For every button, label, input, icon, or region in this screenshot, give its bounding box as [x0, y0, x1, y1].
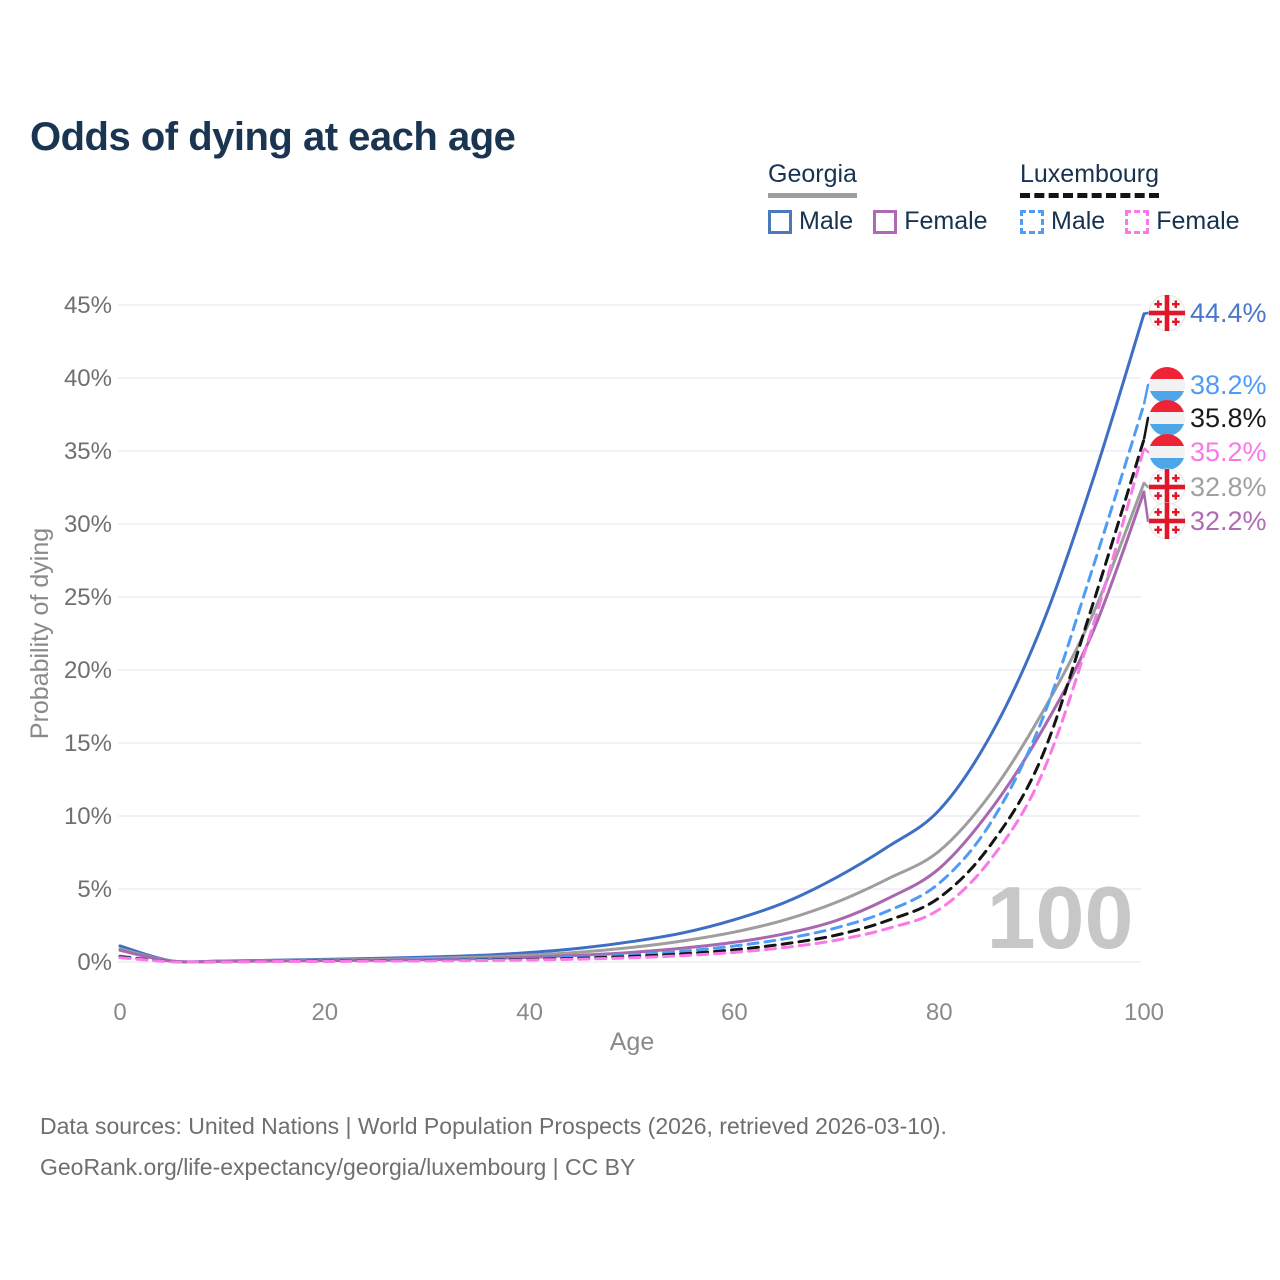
legend-item-label: Male [799, 207, 854, 235]
georgia-flag-icon [1148, 294, 1186, 332]
y-tick-label: 40% [64, 365, 112, 392]
legend-georgia-items: Male Female [768, 207, 988, 236]
legend-luxembourg-label: Luxembourg [1020, 160, 1159, 198]
y-tick-label: 30% [64, 511, 112, 538]
end-value-label: 32.8% [1190, 472, 1267, 502]
age-watermark: 100 [987, 868, 1134, 967]
y-tick-label: 20% [64, 657, 112, 684]
series-line-luxembourg-total[interactable] [118, 437, 1146, 964]
luxembourg-flag-icon [1149, 367, 1185, 403]
end-label-connector [1142, 416, 1150, 440]
georgia-male-swatch-icon [768, 209, 792, 234]
x-tick-label: 80 [926, 999, 953, 1026]
legend-group-luxembourg: Luxembourg Male Female [1020, 160, 1240, 236]
x-tick-label: 40 [516, 999, 543, 1026]
luxembourg-female-swatch-icon [1125, 209, 1150, 234]
georgia-flag-icon [1148, 502, 1186, 540]
end-value-label: 44.4% [1190, 298, 1267, 328]
legend-item-luxembourg-female[interactable]: Female [1125, 207, 1240, 236]
legend-item-luxembourg-male[interactable]: Male [1020, 207, 1105, 236]
series-line-georgia-male[interactable] [118, 312, 1146, 964]
georgia-flag-icon [1148, 468, 1186, 506]
legend-item-georgia-male[interactable]: Male [768, 207, 853, 236]
source-url-text: GeoRank.org/life-expectancy/georgia/luxe… [40, 1154, 636, 1180]
y-tick-label: 35% [64, 438, 112, 465]
luxembourg-male-swatch-icon [1020, 209, 1044, 234]
legend-item-label: Female [1156, 207, 1240, 235]
x-tick-label: 20 [311, 999, 338, 1026]
series-line-luxembourg-male[interactable] [118, 402, 1146, 964]
legend-group-georgia: Georgia Male Female [768, 160, 988, 236]
x-axis-title: Age [610, 1028, 654, 1056]
chart-footer: Data sources: United Nations | World Pop… [40, 1106, 947, 1188]
y-axis-title: Probability of dying [26, 528, 54, 739]
end-value-label: 35.8% [1190, 403, 1267, 433]
y-tick-label: 10% [64, 803, 112, 830]
end-value-label: 32.2% [1190, 506, 1267, 536]
luxembourg-flag-icon [1149, 400, 1185, 436]
legend-luxembourg-items: Male Female [1020, 207, 1240, 236]
x-tick-label: 0 [113, 999, 126, 1026]
end-value-label: 35.2% [1190, 437, 1267, 467]
georgia-female-swatch-icon [873, 209, 898, 234]
y-tick-label: 0% [77, 949, 112, 976]
y-tick-label: 25% [64, 584, 112, 611]
x-tick-label: 100 [1124, 999, 1164, 1026]
x-tick-label: 60 [721, 999, 748, 1026]
page-title: Odds of dying at each age [30, 114, 516, 159]
legend-item-label: Male [1051, 207, 1106, 235]
y-tick-label: 45% [64, 292, 112, 319]
y-tick-label: 15% [64, 730, 112, 757]
legend-georgia-label: Georgia [768, 160, 857, 198]
end-value-label: 38.2% [1190, 370, 1267, 400]
legend-item-georgia-female[interactable]: Female [873, 207, 988, 236]
luxembourg-flag-icon [1149, 434, 1185, 470]
end-label-connector [1142, 383, 1150, 405]
y-tick-label: 5% [77, 876, 112, 903]
data-sources-text: Data sources: United Nations | World Pop… [40, 1113, 947, 1139]
series-line-luxembourg-female[interactable] [118, 446, 1146, 964]
legend-item-label: Female [904, 207, 988, 235]
